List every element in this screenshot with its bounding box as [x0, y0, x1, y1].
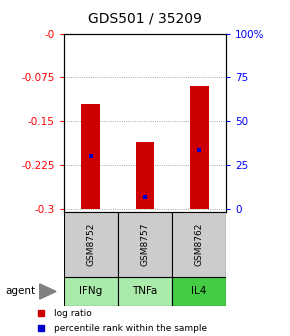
- Text: GDS501 / 35209: GDS501 / 35209: [88, 12, 202, 26]
- Text: IL4: IL4: [191, 287, 207, 296]
- Text: log ratio: log ratio: [54, 309, 92, 318]
- Bar: [81, 104, 100, 209]
- Text: TNFa: TNFa: [132, 287, 158, 296]
- Text: GSM8752: GSM8752: [86, 223, 95, 266]
- Bar: [135, 141, 155, 209]
- Polygon shape: [40, 284, 56, 299]
- Text: GSM8757: GSM8757: [140, 223, 150, 266]
- Text: IFNg: IFNg: [79, 287, 102, 296]
- Bar: [118, 277, 172, 306]
- Text: agent: agent: [6, 287, 36, 296]
- Bar: [118, 212, 172, 277]
- Text: percentile rank within the sample: percentile rank within the sample: [54, 324, 207, 333]
- Bar: [172, 212, 226, 277]
- Bar: [190, 86, 209, 209]
- Bar: [64, 212, 118, 277]
- Bar: [172, 277, 226, 306]
- Bar: [64, 277, 118, 306]
- Text: GSM8762: GSM8762: [195, 223, 204, 266]
